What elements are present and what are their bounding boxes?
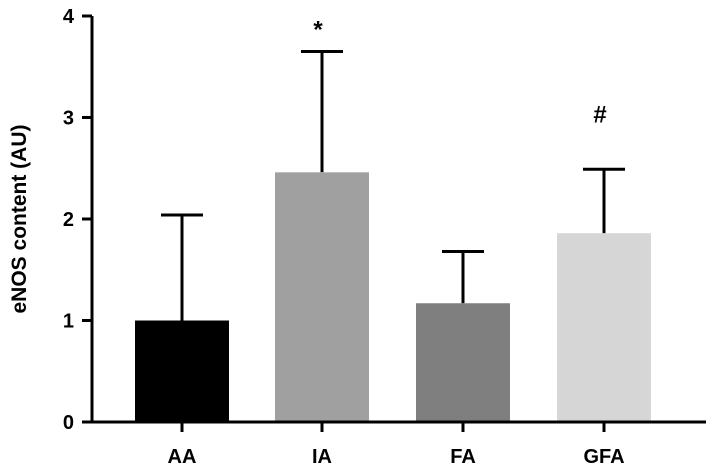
error-bars-group <box>161 50 625 321</box>
bar-fa <box>416 303 510 422</box>
y-ticks-group: 0 1 2 3 4 <box>63 6 92 434</box>
x-tick-label-fa: FA <box>450 446 476 468</box>
y-axis-title: eNOS content (AU) <box>8 125 31 314</box>
y-tick-label-0: 0 <box>63 412 74 434</box>
significance-marker-ia: * <box>313 17 323 44</box>
bars-group <box>135 172 651 422</box>
x-tick-label-aa: AA <box>168 446 197 468</box>
y-tick-label-4: 4 <box>63 6 75 28</box>
x-ticks-group: AA IA FA GFA <box>168 422 625 468</box>
bar-aa <box>135 320 229 422</box>
y-tick-label-3: 3 <box>63 108 74 130</box>
x-tick-label-ia: IA <box>312 446 332 468</box>
bar-gfa <box>557 233 651 422</box>
y-tick-label-1: 1 <box>63 311 74 333</box>
x-tick-label-gfa: GFA <box>583 446 624 468</box>
annotations-group: *# <box>313 17 606 129</box>
bar-ia <box>275 172 369 422</box>
y-tick-label-2: 2 <box>63 209 74 231</box>
significance-marker-gfa: # <box>593 101 606 128</box>
